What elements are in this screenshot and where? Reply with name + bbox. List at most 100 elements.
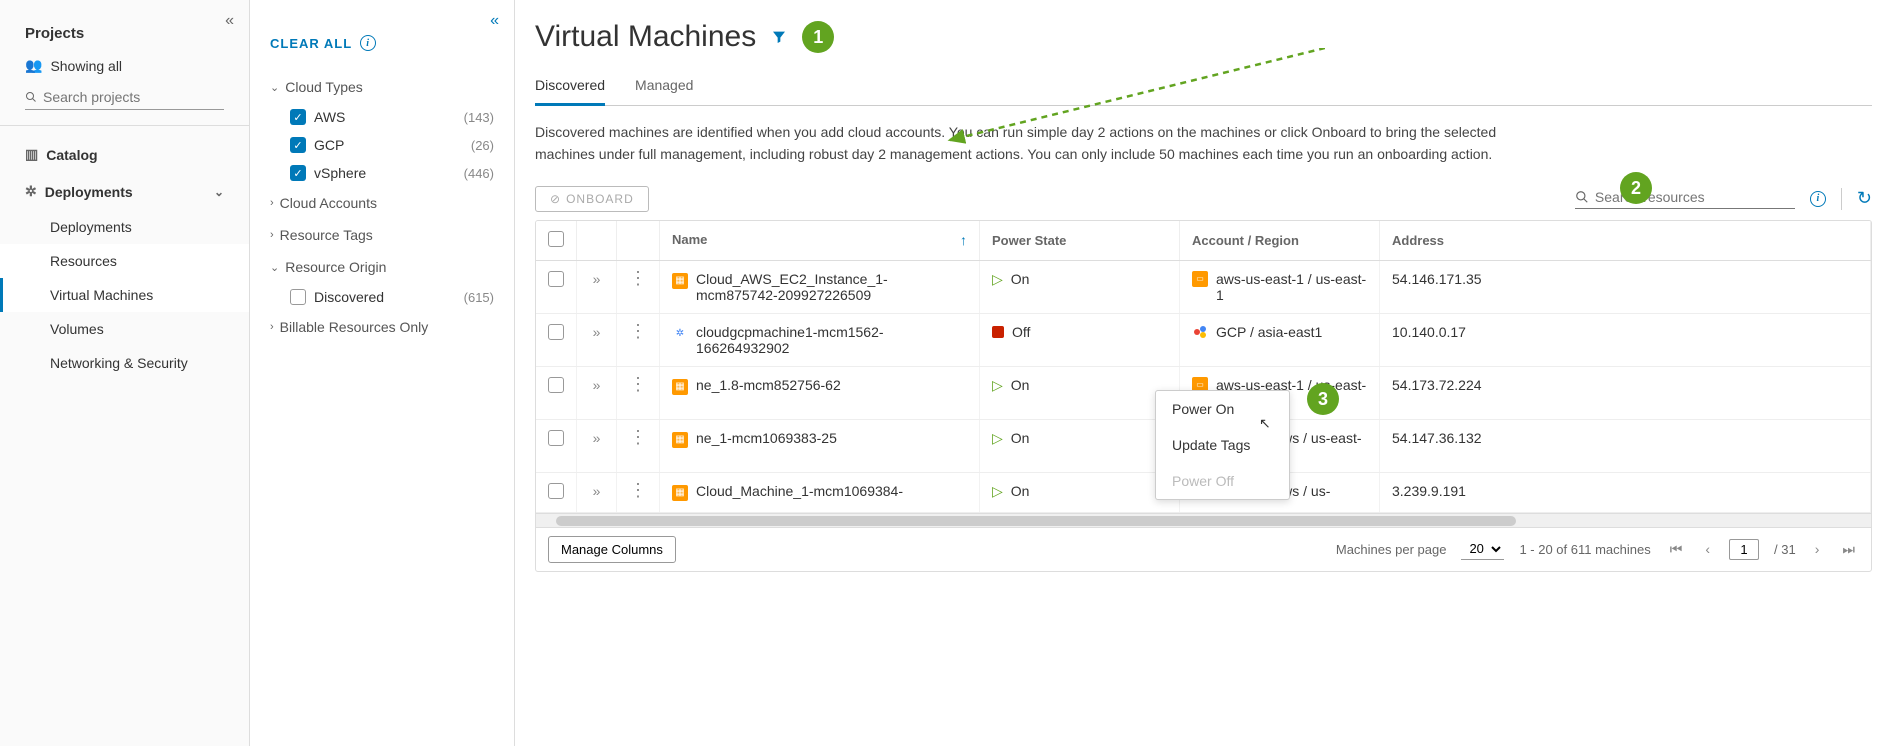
row-context-menu: Power On Update Tags Power Off [1155,390,1290,500]
col-power-state[interactable]: Power State [980,221,1180,261]
expand-row-button[interactable]: » [577,472,617,512]
expand-row-button[interactable]: » [577,260,617,313]
caret-right-icon: › [270,197,274,209]
prev-page-button[interactable]: ‹ [1701,541,1714,557]
filter-resource-tags-header[interactable]: › Resource Tags [270,219,494,251]
search-projects-input[interactable] [43,89,224,105]
row-menu-button[interactable]: ⋮ [617,366,660,419]
col-expand [577,221,617,261]
filter-opt-count: (446) [464,166,494,181]
nav-sub-deployments[interactable]: Deployments [0,210,249,244]
vm-address: 54.147.36.132 [1380,419,1871,472]
callout-2: 2 [1620,172,1652,204]
filter-opt-label: Discovered [314,289,384,305]
aws-vm-icon: ▦ [672,273,688,289]
checkbox-checked-icon[interactable]: ✓ [290,109,306,125]
aws-account-icon: ▭ [1192,271,1208,287]
row-menu-button[interactable]: ⋮ [617,419,660,472]
filter-opt-count: (143) [464,110,494,125]
per-page-select[interactable]: 20 [1461,538,1504,560]
filter-opt-aws[interactable]: ✓AWS (143) [270,103,494,131]
refresh-icon[interactable]: ↻ [1857,188,1872,209]
row-menu-button[interactable]: ⋮ [617,313,660,366]
filter-opt-discovered[interactable]: Discovered (615) [270,283,494,311]
table-row[interactable]: »⋮▦Cloud_AWS_EC2_Instance_1-mcm875742-20… [536,260,1871,313]
row-checkbox[interactable] [548,271,564,287]
menu-update-tags[interactable]: Update Tags [1156,427,1289,463]
caret-down-icon: ⌄ [270,261,279,274]
row-menu-button[interactable]: ⋮ [617,260,660,313]
table-row[interactable]: »⋮✲cloudgcpmachine1-mcm1562-166264932902… [536,313,1871,366]
checkbox-empty-icon[interactable] [290,289,306,305]
filter-opt-label: GCP [314,137,344,153]
power-on-icon: ▷ [992,271,1003,288]
checkbox-checked-icon[interactable]: ✓ [290,137,306,153]
caret-down-icon: ⌄ [270,81,279,94]
prohibit-icon: ⊘ [550,192,561,206]
filter-opt-vsphere[interactable]: ✓vSphere (446) [270,159,494,187]
power-state: On [1011,377,1030,393]
expand-row-button[interactable]: » [577,366,617,419]
nav-sub-networking-security[interactable]: Networking & Security [0,346,249,380]
collapse-filter-icon[interactable]: « [490,12,499,30]
expand-row-button[interactable]: » [577,419,617,472]
search-projects[interactable] [25,89,224,110]
tab-managed[interactable]: Managed [635,69,693,105]
filter-cloud-accounts-header[interactable]: › Cloud Accounts [270,187,494,219]
nav-catalog[interactable]: ▥ Catalog [0,136,249,173]
filter-cloud-types-header[interactable]: ⌄ Cloud Types [270,71,494,103]
nav-sub-resources[interactable]: Resources [0,244,249,278]
row-checkbox[interactable] [548,483,564,499]
aws-vm-icon: ▦ [672,485,688,501]
showing-all-row[interactable]: 👥 Showing all [0,52,249,89]
nav-deployments-label: Deployments [45,184,133,200]
vm-name: ne_1-mcm1069383-25 [696,430,837,446]
account-region: GCP / asia-east1 [1216,324,1322,340]
deployments-icon: ✲ [25,183,37,200]
nav-deployments[interactable]: ✲ Deployments ⌄ [0,173,249,210]
info-icon[interactable]: i [360,35,376,51]
filter-opt-gcp[interactable]: ✓ GCP (26) [270,131,494,159]
col-account-region[interactable]: Account / Region [1180,221,1380,261]
info-icon[interactable]: i [1810,191,1826,207]
aws-vm-icon: ▦ [672,379,688,395]
callout-1: 1 [802,21,834,53]
nav-sub-volumes[interactable]: Volumes [0,312,249,346]
collapse-sidebar-icon[interactable]: « [225,12,234,30]
menu-power-off: Power Off [1156,463,1289,499]
col-checkbox[interactable] [536,221,577,261]
filter-cloud-types-label: Cloud Types [285,79,363,95]
filter-resource-origin-header[interactable]: ⌄ Resource Origin [270,251,494,283]
checkbox-checked-icon[interactable]: ✓ [290,165,306,181]
filter-opt-count: (26) [471,138,494,153]
vm-address: 3.239.9.191 [1380,472,1871,512]
last-page-button[interactable]: ⏭ [1838,541,1859,558]
col-address[interactable]: Address [1380,221,1871,261]
row-menu-button[interactable]: ⋮ [617,472,660,512]
filter-panel: « CLEAR ALL i ⌄ Cloud Types ✓AWS (143) ✓… [250,0,515,746]
nav-sub-virtual-machines[interactable]: Virtual Machines [0,278,249,312]
filter-billable-only-header[interactable]: › Billable Resources Only [270,311,494,343]
page-input[interactable] [1729,539,1759,560]
row-checkbox[interactable] [548,324,564,340]
search-resources[interactable] [1575,189,1795,209]
col-name[interactable]: Name↑ [660,221,980,261]
nav-catalog-label: Catalog [46,147,97,163]
horizontal-scrollbar[interactable] [536,513,1871,527]
row-checkbox[interactable] [548,377,564,393]
filter-resource-origin-label: Resource Origin [285,259,386,275]
tab-discovered[interactable]: Discovered [535,69,605,106]
vm-name: cloudgcpmachine1-mcm1562-166264932902 [696,324,967,356]
sort-asc-icon: ↑ [960,232,967,248]
manage-columns-button[interactable]: Manage Columns [548,536,676,563]
next-page-button[interactable]: › [1811,541,1824,557]
first-page-button[interactable]: ⏮ [1666,541,1687,558]
catalog-icon: ▥ [25,146,38,163]
range-text: 1 - 20 of 611 machines [1519,542,1650,557]
power-state: On [1011,430,1030,446]
filter-icon[interactable] [771,29,787,45]
cursor-icon: ↖ [1259,415,1271,432]
clear-all-button[interactable]: CLEAR ALL i [270,35,494,51]
row-checkbox[interactable] [548,430,564,446]
expand-row-button[interactable]: » [577,313,617,366]
